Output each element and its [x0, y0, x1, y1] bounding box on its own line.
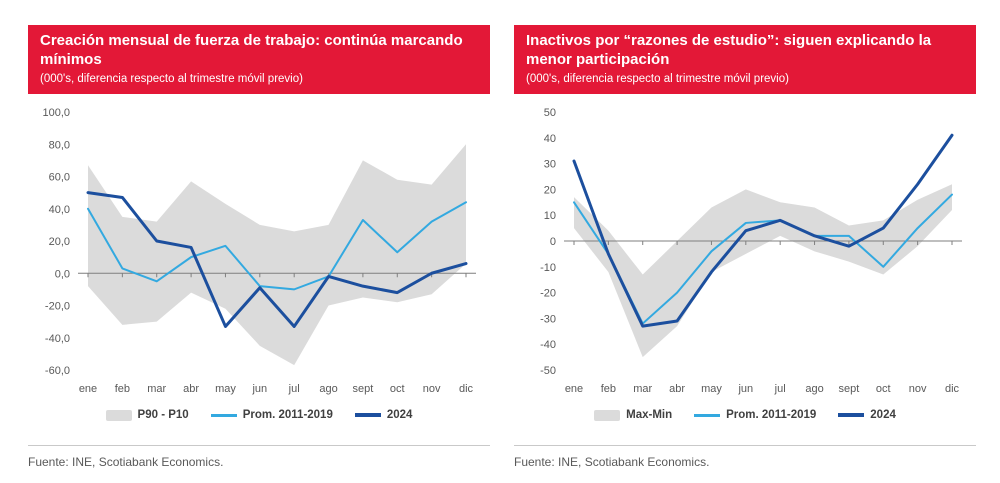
chart-area: 50 40 30 20 10 0 -10 -20 -30 -40 -50 ene feb mar abr ma… — [514, 100, 976, 400]
svg-text:abr: abr — [183, 383, 199, 395]
legend-label: P90 - P10 — [137, 409, 189, 422]
chart-panel-inactive-students: Inactivos por “razones de estudio”: sigu… — [514, 25, 976, 469]
svg-text:0: 0 — [550, 236, 556, 248]
line-swatch-icon — [354, 413, 381, 418]
svg-text:dic: dic — [459, 383, 474, 395]
chart-panel-labor-force: Creación mensual de fuerza de trabajo: c… — [28, 25, 490, 469]
svg-text:feb: feb — [601, 383, 616, 395]
chart-subtitle: (000's, diferencia respecto al trimestre… — [40, 72, 303, 85]
line-chart: 100,0 80,0 60,0 40,0 20,0 0,0 -20,0 -40,0 -60,0 e… — [42, 107, 476, 395]
band-swatch-icon — [594, 409, 621, 421]
legend-item-average: Prom. 2011-2019 — [210, 409, 333, 422]
chart-area: 100,0 80,0 60,0 40,0 20,0 0,0 -20,0 -40,0 -60,0 e… — [28, 100, 490, 400]
svg-text:-20,0: -20,0 — [45, 301, 70, 313]
svg-text:40: 40 — [544, 133, 556, 145]
svg-text:0,0: 0,0 — [55, 269, 70, 281]
svg-text:feb: feb — [115, 383, 130, 395]
legend-item-band: Max-Min — [594, 409, 672, 421]
svg-text:abr: abr — [669, 383, 685, 395]
svg-text:ago: ago — [805, 383, 823, 395]
chart-header-banner: Inactivos por “razones de estudio”: sigu… — [514, 25, 976, 95]
line-chart: 50 40 30 20 10 0 -10 -20 -30 -40 -50 ene feb mar abr ma… — [540, 107, 962, 395]
svg-text:-30: -30 — [540, 314, 556, 326]
svg-text:ene: ene — [565, 383, 583, 395]
svg-text:-20: -20 — [540, 288, 556, 300]
svg-text:10: 10 — [544, 210, 556, 222]
svg-text:mar: mar — [147, 383, 166, 395]
svg-text:40,0: 40,0 — [49, 204, 70, 216]
svg-text:jul: jul — [288, 383, 300, 395]
svg-text:20,0: 20,0 — [49, 236, 70, 248]
svg-text:60,0: 60,0 — [49, 172, 70, 184]
svg-text:-40,0: -40,0 — [45, 333, 70, 345]
svg-text:jun: jun — [737, 383, 753, 395]
svg-text:sept: sept — [839, 383, 860, 395]
svg-text:ene: ene — [79, 383, 97, 395]
source-note: Fuente: INE, Scotiabank Economics. — [28, 445, 490, 469]
legend-item-2024: 2024 — [354, 409, 413, 422]
svg-text:-50: -50 — [540, 365, 556, 377]
chart-legend: P90 - P10 Prom. 2011-2019 2024 — [28, 402, 490, 428]
band-swatch-icon — [105, 409, 132, 421]
svg-text:50: 50 — [544, 107, 556, 119]
svg-text:20: 20 — [544, 185, 556, 197]
svg-text:30: 30 — [544, 159, 556, 171]
line-swatch-icon — [694, 413, 721, 417]
svg-text:nov: nov — [423, 383, 441, 395]
svg-text:may: may — [701, 383, 722, 395]
legend-item-band: P90 - P10 — [105, 409, 189, 422]
chart-header-banner: Creación mensual de fuerza de trabajo: c… — [28, 25, 490, 95]
line-swatch-icon — [838, 413, 865, 418]
svg-text:may: may — [215, 383, 236, 395]
svg-text:oct: oct — [876, 383, 891, 395]
legend-label: 2024 — [870, 409, 896, 422]
svg-text:100,0: 100,0 — [42, 107, 70, 119]
legend-label: 2024 — [386, 409, 413, 422]
line-swatch-icon — [210, 413, 237, 417]
chart-title: Creación mensual de fuerza de trabajo: c… — [40, 32, 463, 68]
legend-label: Prom. 2011-2019 — [242, 409, 333, 422]
svg-text:-10: -10 — [540, 262, 556, 274]
svg-text:oct: oct — [390, 383, 405, 395]
legend-item-average: Prom. 2011-2019 — [694, 409, 816, 421]
svg-text:nov: nov — [909, 383, 927, 395]
svg-text:dic: dic — [945, 383, 960, 395]
chart-legend: Max-Min Prom. 2011-2019 2024 — [514, 402, 976, 428]
legend-item-2024: 2024 — [838, 409, 896, 421]
chart-subtitle: (000's, diferencia respecto al trimestre… — [526, 72, 789, 85]
svg-text:-40: -40 — [540, 339, 556, 351]
svg-text:jun: jun — [251, 383, 267, 395]
svg-text:ago: ago — [319, 383, 337, 395]
svg-text:mar: mar — [633, 383, 652, 395]
chart-title: Inactivos por “razones de estudio”: sigu… — [526, 32, 932, 68]
legend-label: Prom. 2011-2019 — [726, 409, 817, 422]
svg-text:jul: jul — [774, 383, 786, 395]
svg-text:sept: sept — [353, 383, 374, 395]
svg-text:80,0: 80,0 — [49, 140, 70, 152]
legend-label: Max-Min — [626, 409, 673, 422]
source-note: Fuente: INE, Scotiabank Economics. — [514, 445, 976, 469]
svg-text:-60,0: -60,0 — [45, 365, 70, 377]
